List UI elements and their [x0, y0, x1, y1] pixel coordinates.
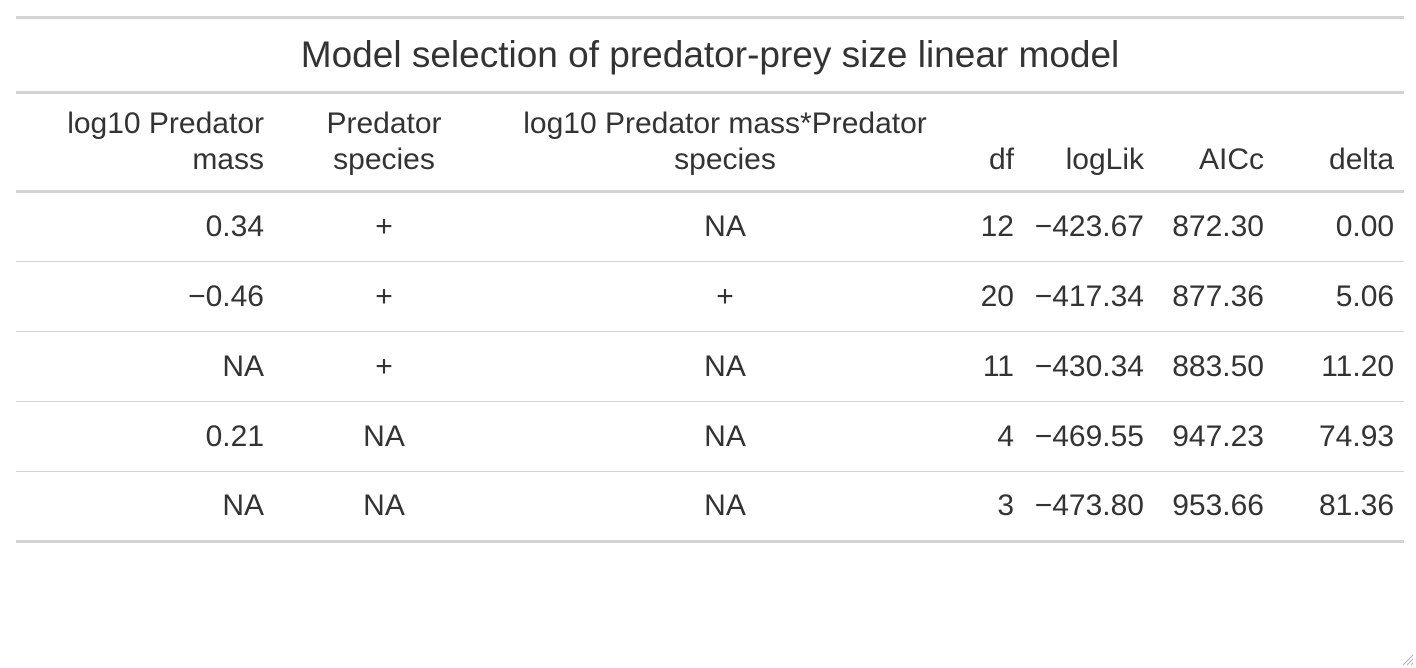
- cell-df: 12: [980, 210, 1014, 243]
- cell-df: 3: [956, 471, 1024, 542]
- cell-delta: 11.20: [1274, 331, 1405, 402]
- cell-interaction: NA: [494, 331, 956, 402]
- cell-loglik: −430.34: [1024, 331, 1154, 402]
- column-header-interaction: log10 Predator mass*Predator species: [494, 92, 956, 193]
- model-selection-table: Model selection of predator-prey size li…: [16, 16, 1405, 543]
- column-header-aicc: AICc: [1154, 92, 1274, 193]
- table-row: NA NA NA 3 −473.80 953.66 81.36: [16, 471, 1405, 542]
- cell-predator-species: +: [375, 210, 393, 243]
- table-row: −0.46 + + 20 −417.34 877.36 5.06: [16, 261, 1405, 332]
- cell-loglik: −469.55: [1024, 401, 1154, 472]
- cell-predator-species: NA: [274, 471, 494, 542]
- cell-delta: 81.36: [1274, 471, 1405, 542]
- column-header-delta: delta: [1274, 92, 1405, 193]
- cell-predator-species: +: [274, 261, 494, 332]
- cell-log10-predator-mass: NA: [16, 331, 274, 402]
- table-row: 0.21 NA NA 4 −469.55 947.23 74.93: [16, 401, 1405, 472]
- cell-aicc: 877.36: [1154, 261, 1274, 332]
- cell-interaction: +: [494, 261, 956, 332]
- column-header-row: log10 Predator mass Predator species log…: [16, 92, 1405, 193]
- cell-interaction: NA: [704, 210, 746, 243]
- cell-log10-predator-mass: NA: [16, 471, 274, 542]
- cell-loglik: −473.80: [1024, 471, 1154, 542]
- cell-delta: 0.00: [1335, 210, 1395, 243]
- cell-aicc: 883.50: [1154, 331, 1274, 402]
- resize-grip-icon[interactable]: [1400, 652, 1414, 666]
- cell-log10-predator-mass: 0.34: [205, 210, 264, 243]
- model-selection-table-container: Model selection of predator-prey size li…: [16, 16, 1405, 543]
- cell-interaction: NA: [494, 471, 956, 542]
- column-header-df: df: [956, 92, 1024, 193]
- cell-delta: 74.93: [1274, 401, 1405, 472]
- cell-log10-predator-mass: −0.46: [16, 261, 274, 332]
- table-title: Model selection of predator-prey size li…: [16, 17, 1405, 94]
- cell-aicc: 872.30: [1172, 210, 1264, 243]
- cell-aicc: 953.66: [1154, 471, 1274, 542]
- cell-predator-species: +: [274, 331, 494, 402]
- table-row: 0.34 + NA 12 −423.67 872.30 0.00: [16, 192, 1404, 262]
- cell-df: 11: [956, 331, 1024, 402]
- column-header-predator-species: Predator species: [274, 92, 494, 193]
- table-title-row: Model selection of predator-prey size li…: [16, 17, 1405, 94]
- cell-df: 4: [956, 401, 1024, 472]
- cell-aicc: 947.23: [1154, 401, 1274, 472]
- cell-loglik: −423.67: [1034, 210, 1144, 243]
- table-row: NA + NA 11 −430.34 883.50 11.20: [16, 331, 1405, 402]
- cell-predator-species: NA: [274, 401, 494, 472]
- cell-delta: 5.06: [1274, 261, 1405, 332]
- cell-interaction: NA: [494, 401, 956, 472]
- cell-loglik: −417.34: [1024, 261, 1154, 332]
- column-header-log10-predator-mass: log10 Predator mass: [16, 92, 274, 193]
- cell-df: 20: [956, 261, 1024, 332]
- cell-log10-predator-mass: 0.21: [16, 401, 274, 472]
- column-header-loglik: logLik: [1024, 92, 1154, 193]
